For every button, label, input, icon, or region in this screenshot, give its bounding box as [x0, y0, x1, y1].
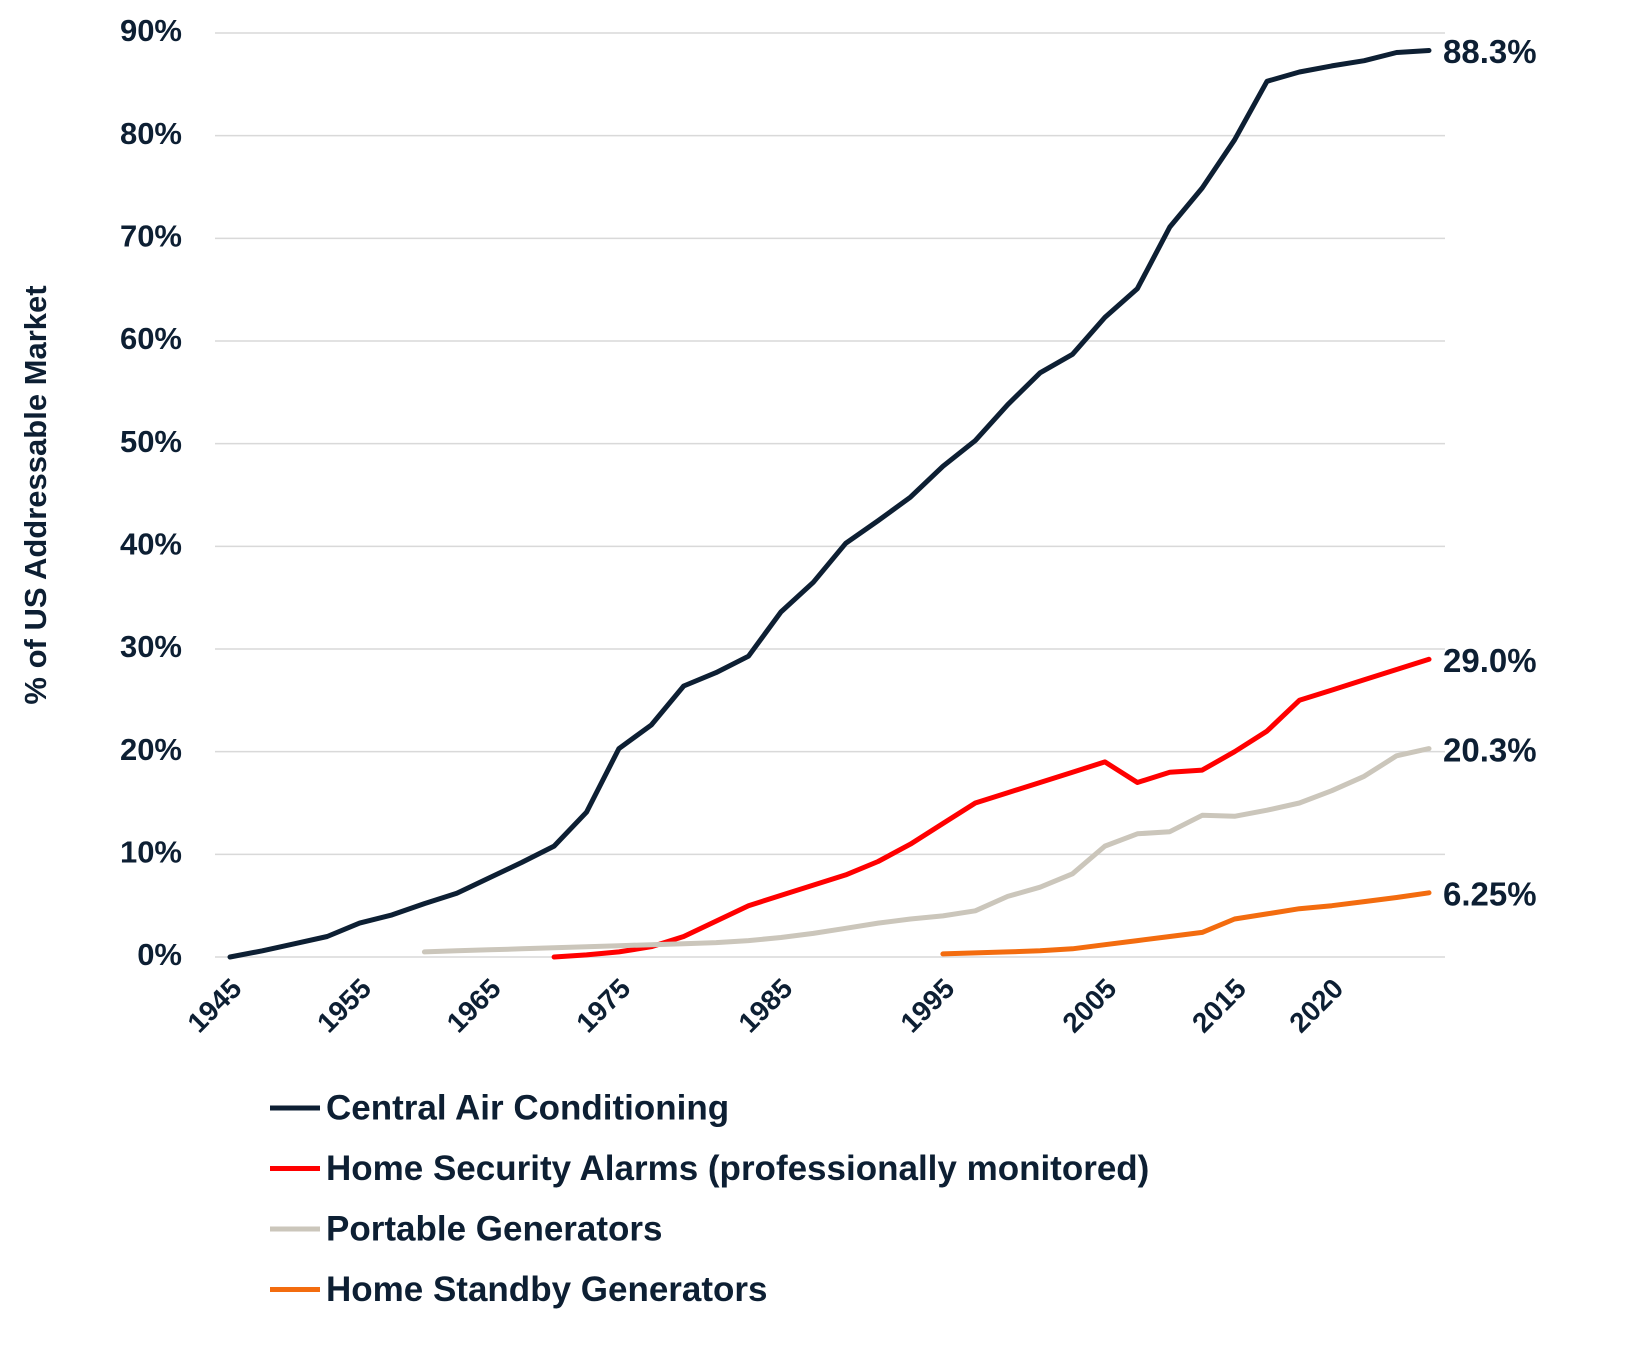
legend-label: Home Security Alarms (professionally mon… — [326, 1149, 1149, 1188]
y-tick-label: 40% — [120, 527, 182, 562]
series-line — [940, 890, 1432, 957]
x-tick-label: 1965 — [441, 973, 507, 1039]
x-tick-label: 1975 — [570, 973, 636, 1039]
end-label: 20.3% — [1443, 731, 1537, 768]
x-tick-label: 2015 — [1186, 973, 1252, 1039]
series-line — [421, 746, 1432, 955]
series-line — [227, 48, 1432, 960]
y-tick-label: 30% — [120, 629, 182, 664]
legend-label: Home Standby Generators — [326, 1270, 768, 1309]
end-label: 29.0% — [1443, 642, 1537, 679]
end-label: 88.3% — [1443, 33, 1537, 70]
legend-label: Central Air Conditioning — [326, 1088, 729, 1127]
y-tick-label: 0% — [137, 937, 182, 972]
y-tick-label: 20% — [120, 732, 182, 767]
x-tick-label: 1945 — [181, 973, 247, 1039]
y-tick-label: 70% — [120, 219, 182, 254]
x-tick-label: 2020 — [1283, 973, 1349, 1039]
end-label: 6.25% — [1443, 876, 1537, 913]
y-tick-label: 10% — [120, 835, 182, 870]
y-tick-label: 60% — [120, 321, 182, 356]
legend-label: Portable Generators — [326, 1209, 663, 1248]
x-tick-label: 1985 — [732, 973, 798, 1039]
x-tick-label: 1955 — [311, 973, 377, 1039]
series-line — [551, 656, 1432, 960]
x-tick-label: 2005 — [1056, 973, 1122, 1039]
y-tick-label: 90% — [120, 13, 182, 48]
y-axis-label: % of US Addressable Market — [18, 285, 53, 704]
y-tick-label: 50% — [120, 424, 182, 459]
x-tick-label: 1995 — [894, 973, 960, 1039]
y-tick-label: 80% — [120, 116, 182, 151]
